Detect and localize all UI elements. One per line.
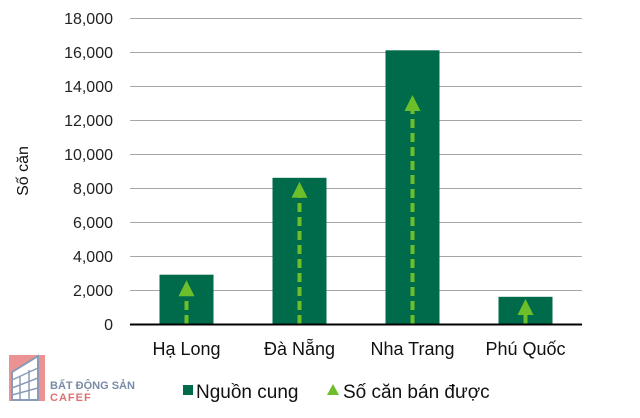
y-tick-label: 4,000 — [73, 249, 113, 266]
svg-text:BẤT ĐỘNG SẢN: BẤT ĐỘNG SẢN — [50, 379, 135, 392]
bars — [159, 50, 553, 325]
y-tick-label: 8,000 — [73, 181, 113, 198]
category-label: Hạ Long — [152, 339, 220, 359]
sold-markers — [178, 95, 534, 324]
legend: Nguồn cung Số căn bán được — [183, 382, 490, 403]
category-labels: Hạ Long Đà Nẵng Nha Trang Phú Quốc — [152, 339, 565, 359]
category-label: Nha Trang — [370, 339, 454, 359]
bar-3 — [385, 50, 440, 325]
legend-swatch-supply — [183, 385, 193, 395]
y-tick-label: 2,000 — [73, 283, 113, 300]
y-tick-label: 16,000 — [64, 45, 113, 62]
sold-marker-3 — [404, 95, 421, 111]
legend-label-supply: Nguồn cung — [196, 382, 298, 403]
cafef-logo: BẤT ĐỘNG SẢN CAFEF — [9, 354, 135, 404]
gridlines — [130, 18, 582, 291]
sold-marker-2 — [291, 181, 308, 198]
category-label: Đà Nẵng — [264, 339, 335, 359]
sold-marker-1 — [178, 280, 195, 297]
y-tick-label: 18,000 — [64, 11, 113, 28]
category-label: Phú Quốc — [485, 339, 565, 359]
svg-text:CAFEF: CAFEF — [50, 392, 92, 404]
y-tick-label: 10,000 — [64, 147, 113, 164]
legend-label-sold: Số căn bán được — [343, 382, 490, 403]
y-tick-label: 14,000 — [64, 79, 113, 96]
legend-swatch-sold — [327, 384, 339, 395]
y-axis-label: Số căn — [15, 146, 32, 196]
y-axis-ticks: 0 2,000 4,000 6,000 8,000 10,000 12,000 14,000 1… — [64, 11, 113, 334]
y-tick-label: 12,000 — [64, 113, 113, 130]
y-tick-label: 0 — [104, 317, 113, 334]
y-tick-label: 6,000 — [73, 215, 113, 232]
sold-marker-4 — [517, 299, 534, 315]
